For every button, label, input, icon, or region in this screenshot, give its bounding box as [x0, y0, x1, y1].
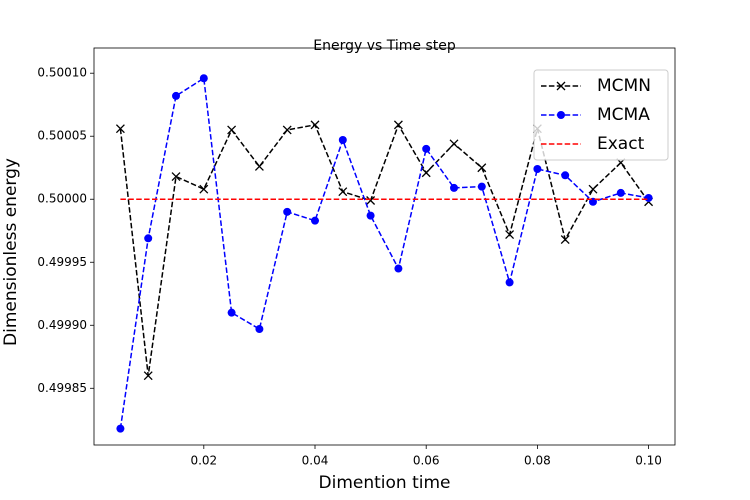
y-tick-label: 0.49985	[37, 381, 87, 395]
y-tick-label: 0.49995	[37, 255, 87, 269]
x-tick-label: 0.04	[302, 454, 329, 468]
y-axis-label: Dimensionless energy	[1, 158, 21, 346]
point	[505, 230, 515, 239]
point	[310, 120, 320, 130]
point	[227, 125, 237, 135]
point	[505, 278, 514, 287]
point	[557, 111, 565, 119]
point	[588, 184, 598, 194]
point	[477, 163, 487, 173]
point	[172, 91, 181, 100]
x-axis-label: Dimention time	[319, 473, 451, 493]
y-tick-label: 0.50005	[37, 129, 87, 143]
point	[561, 171, 570, 180]
point	[394, 264, 403, 273]
point	[556, 81, 566, 91]
point	[533, 164, 542, 173]
point	[560, 235, 570, 245]
point	[421, 168, 431, 178]
legend: MCMN MCMA Exact	[533, 69, 669, 161]
point	[143, 371, 153, 381]
point	[282, 125, 292, 135]
point	[199, 74, 208, 83]
y-tick-label: 0.50010	[37, 66, 87, 80]
point	[144, 234, 153, 243]
point	[477, 182, 486, 191]
legend-label: MCMN	[597, 76, 651, 96]
point	[449, 139, 459, 149]
point	[199, 184, 209, 194]
point	[366, 211, 375, 220]
point	[254, 162, 264, 171]
legend-label: MCMA	[597, 105, 650, 125]
point	[338, 187, 348, 197]
x-tick-label: 0.06	[413, 454, 440, 468]
point	[115, 124, 125, 134]
y-tick-label: 0.50000	[37, 192, 87, 206]
x-tick-label: 0.08	[524, 454, 551, 468]
point	[283, 207, 292, 216]
point	[116, 424, 125, 433]
point	[255, 325, 264, 334]
legend-box	[533, 69, 669, 161]
point	[449, 183, 458, 192]
x-tick-label: 0.02	[190, 454, 217, 468]
plot-frame	[93, 47, 676, 446]
point	[366, 196, 376, 205]
point	[338, 136, 347, 145]
x-tick-label: 0.10	[635, 454, 662, 468]
series-line	[119, 76, 649, 429]
chart-title: Energy vs Time step	[313, 38, 456, 54]
series-line	[119, 123, 650, 376]
y-tick-label: 0.49990	[37, 318, 87, 332]
legend-label: Exact	[597, 134, 645, 154]
point	[644, 193, 653, 202]
point	[422, 144, 431, 153]
point	[393, 120, 403, 130]
point	[311, 216, 320, 225]
point	[171, 172, 181, 182]
point	[227, 308, 236, 317]
point	[616, 188, 625, 197]
